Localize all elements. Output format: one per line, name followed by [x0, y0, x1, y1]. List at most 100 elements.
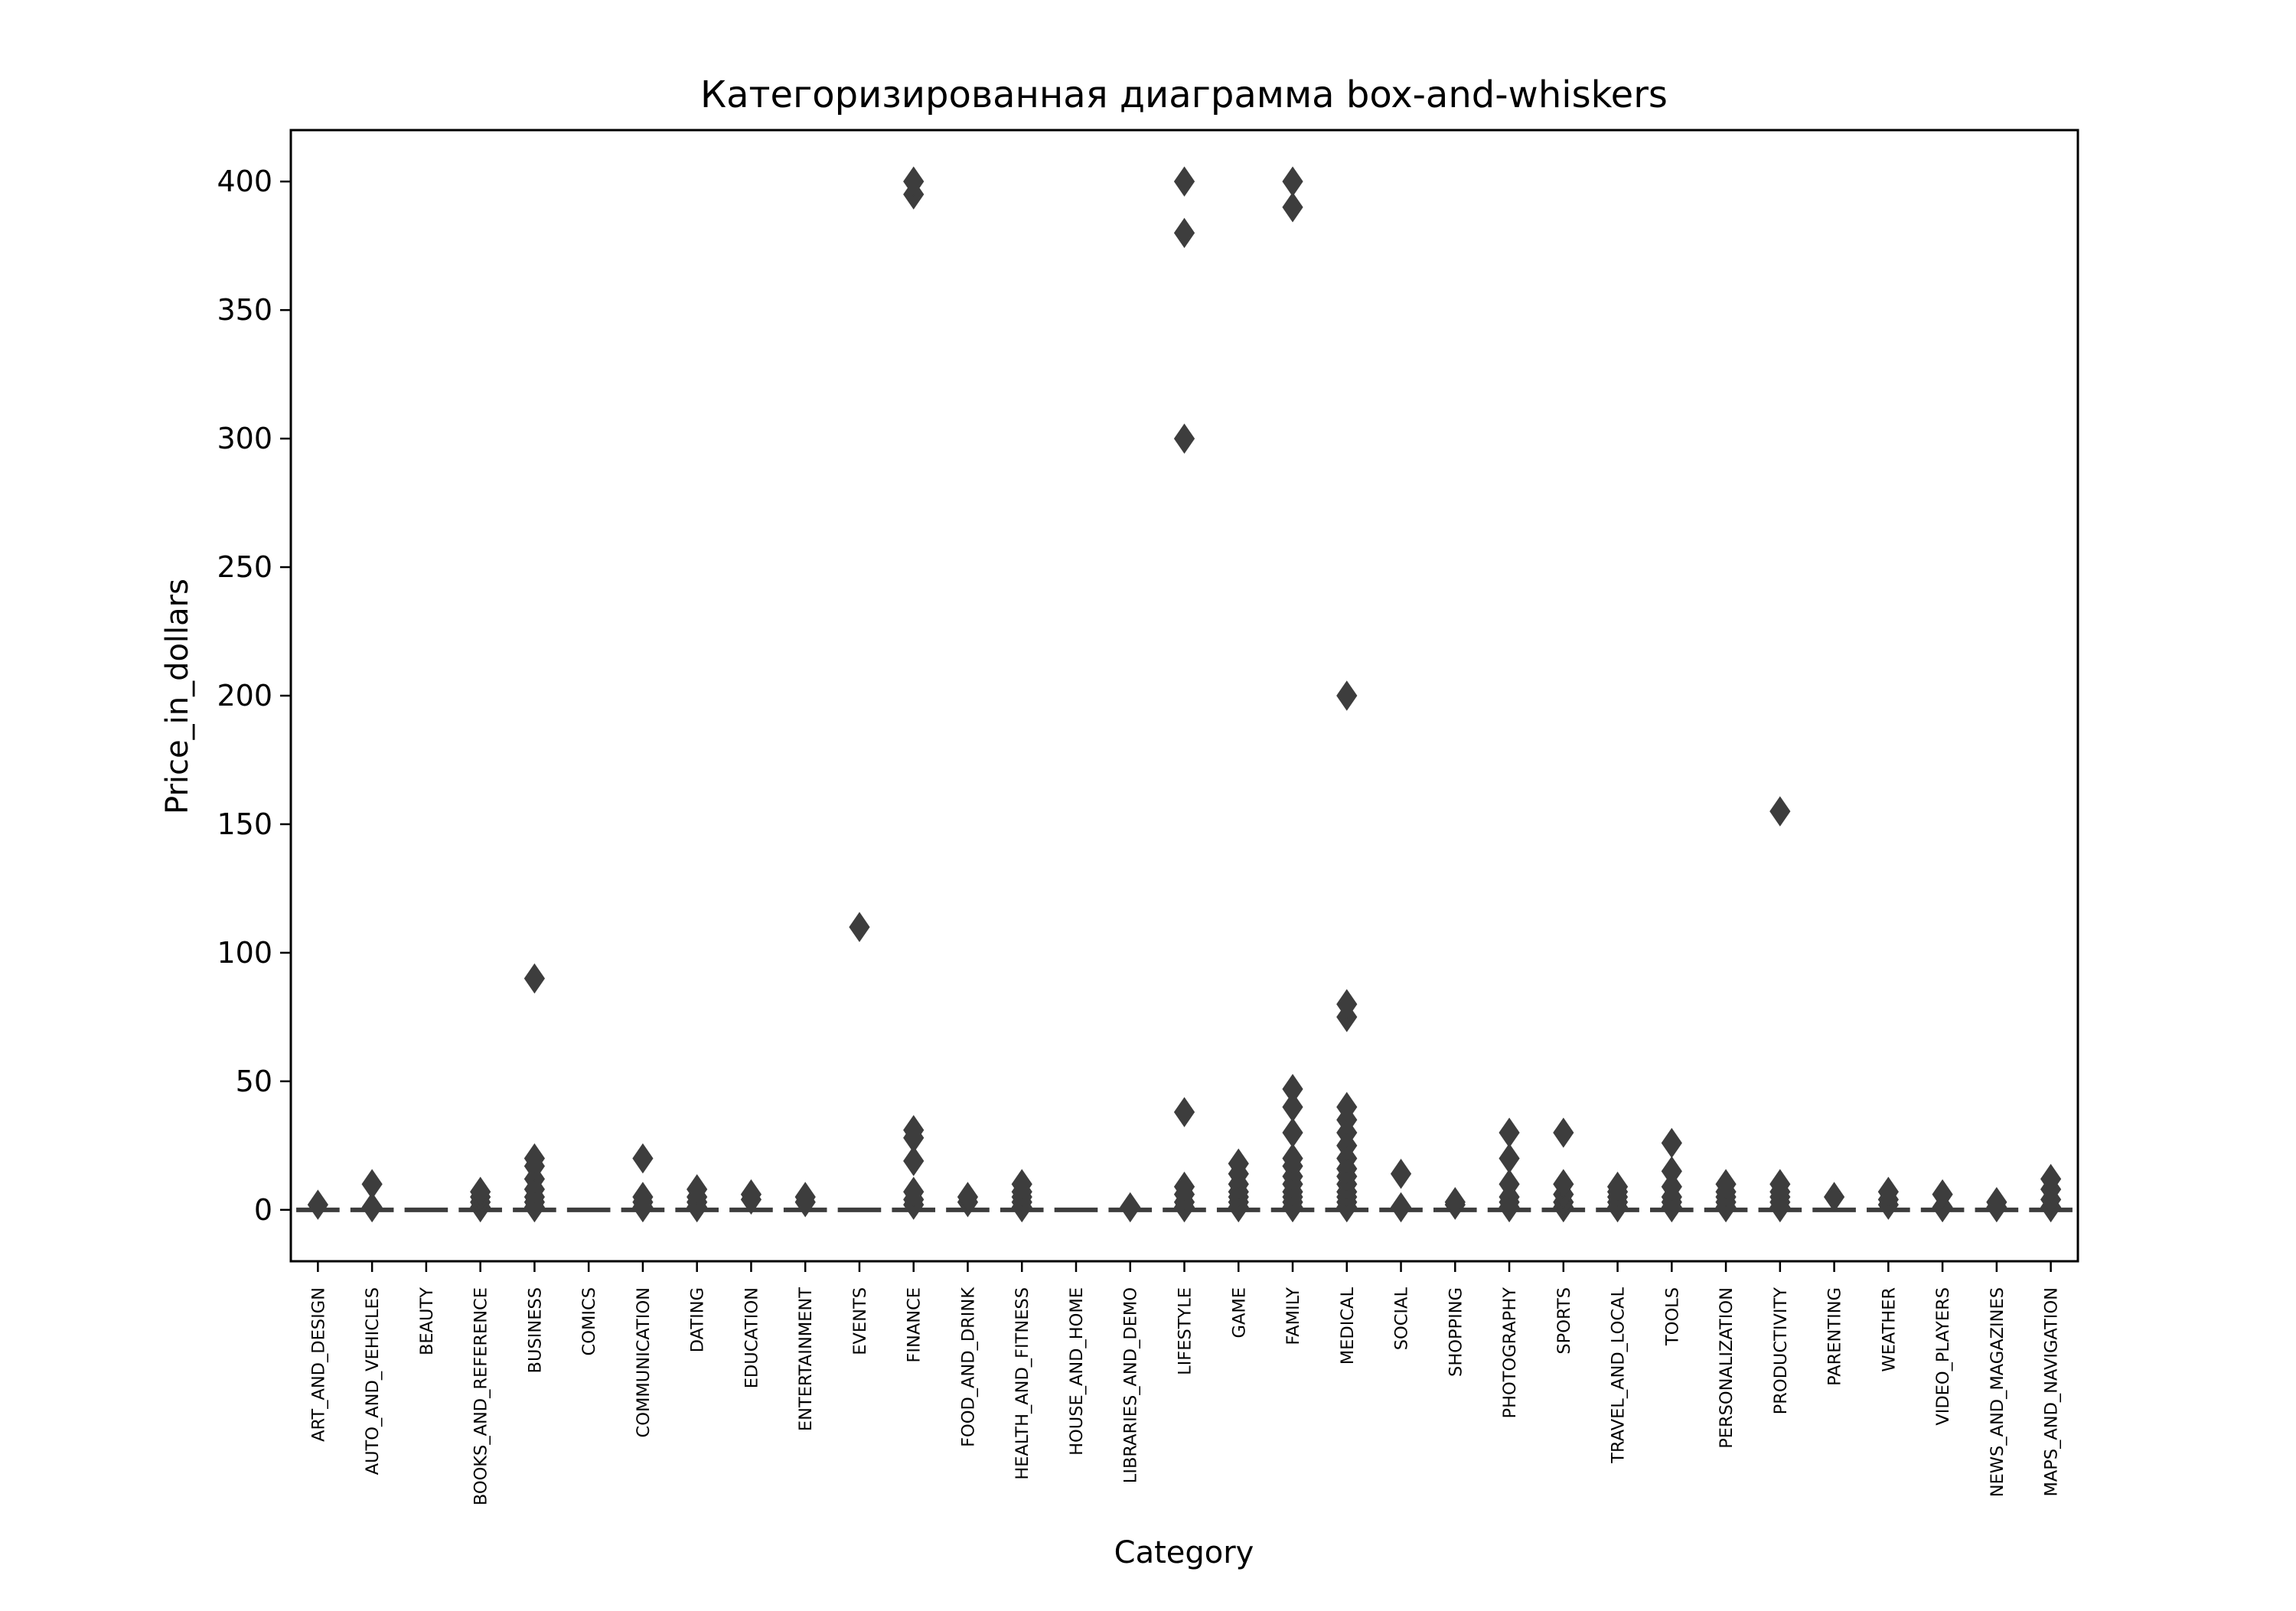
outlier-point [307, 1189, 328, 1220]
outlier-point [523, 1143, 546, 1174]
outlier-point [1390, 1159, 1412, 1189]
x-tick-label: FAMILY [1283, 1287, 1303, 1345]
y-tick-label: 350 [217, 293, 272, 327]
outlier-point [1282, 1074, 1303, 1104]
outlier-point [1282, 192, 1303, 223]
y-axis-label: Price_in_dollars [160, 579, 195, 814]
category-family [1270, 166, 1315, 1223]
y-tick-label: 100 [217, 936, 272, 970]
category-social [1379, 1159, 1423, 1223]
outlier-point [1228, 1148, 1249, 1179]
outlier-point [1661, 1171, 1682, 1202]
outlier-point [1823, 1182, 1845, 1212]
outlier-point [361, 1169, 383, 1199]
category-communication [621, 1143, 665, 1223]
x-tick-label: ENTERTAINMENT [796, 1287, 816, 1431]
category-libraries-and-demo [1108, 1192, 1153, 1223]
outlier-point [1173, 1097, 1195, 1127]
category-photography [1487, 1117, 1531, 1223]
y-axis: 0 50 100 150 200 250 300 350 400 [217, 165, 291, 1227]
category-art-and-design [296, 1189, 340, 1220]
category-travel-and-local [1596, 1171, 1639, 1223]
category-productivity [1758, 796, 1802, 1223]
category-lifestyle [1163, 166, 1206, 1223]
outlier-point [1282, 1143, 1303, 1174]
outlier-point [1282, 1117, 1303, 1148]
category-dating [675, 1174, 719, 1223]
category-shopping [1433, 1187, 1477, 1220]
outlier-point [1986, 1187, 2007, 1218]
outlier-point [1606, 1171, 1629, 1202]
y-tick-label: 0 [254, 1193, 272, 1227]
x-tick-label: PRODUCTIVITY [1771, 1287, 1791, 1415]
outlier-point [1444, 1187, 1466, 1218]
y-tick-label: 150 [217, 807, 272, 841]
outlier-point [523, 963, 546, 994]
category-maps-and-navigation [2029, 1163, 2073, 1223]
x-tick-label: SHOPPING [1446, 1287, 1466, 1377]
x-tick-label: EDUCATION [742, 1287, 762, 1388]
outlier-point [1932, 1179, 1953, 1210]
category-education [729, 1179, 773, 1215]
outlier-point [1661, 1156, 1682, 1187]
outlier-point [903, 166, 925, 197]
outlier-point [1173, 1171, 1195, 1202]
y-tick-label: 200 [217, 679, 272, 713]
category-business [513, 963, 556, 1223]
x-tick-label: VIDEO_PLAYERS [1933, 1287, 1953, 1426]
category-health-and-fitness [1000, 1169, 1044, 1223]
category-sports [1541, 1117, 1586, 1223]
x-tick-label: TOOLS [1662, 1287, 1682, 1346]
x-tick-label: SPORTS [1554, 1287, 1574, 1355]
outlier-point [740, 1179, 762, 1210]
outlier-point [1336, 1091, 1358, 1123]
y-tick-label: 400 [217, 165, 272, 198]
x-tick-label: LIBRARIES_AND_DEMO [1121, 1287, 1141, 1483]
category-tools [1650, 1127, 1694, 1223]
outlier-point [1282, 1091, 1303, 1123]
x-tick-label: AUTO_AND_VEHICLES [363, 1287, 383, 1475]
outlier-point [1173, 217, 1195, 249]
x-tick-label: BOOKS_AND_REFERENCE [471, 1287, 491, 1505]
category-game [1216, 1148, 1261, 1223]
x-tick-label: BEAUTY [417, 1287, 437, 1355]
outlier-point [1769, 1169, 1791, 1199]
plot-area [296, 166, 2073, 1223]
outlier-point [1499, 1117, 1520, 1148]
category-auto-and-vehicles [350, 1169, 394, 1223]
outlier-point [1499, 1143, 1520, 1174]
x-tick-label: PHOTOGRAPHY [1500, 1287, 1520, 1419]
outlier-point [1877, 1176, 1899, 1208]
outlier-point [470, 1176, 491, 1208]
outlier-point [2040, 1163, 2062, 1195]
x-tick-label: SOCIAL [1392, 1287, 1412, 1351]
category-food-and-drink [946, 1182, 990, 1218]
outlier-point [849, 911, 870, 943]
x-tick-label: ART_AND_DESIGN [308, 1287, 328, 1442]
x-tick-label: COMICS [579, 1287, 599, 1355]
x-tick-label: PERSONALIZATION [1717, 1287, 1737, 1449]
x-tick-label: NEWS_AND_MAGAZINES [1988, 1287, 2007, 1497]
x-tick-label: EVENTS [850, 1287, 870, 1355]
outlier-point [1173, 423, 1195, 454]
x-tick-label: FOOD_AND_DRINK [958, 1287, 978, 1447]
x-tick-label: LIFESTYLE [1176, 1287, 1195, 1375]
outlier-point [1661, 1127, 1682, 1159]
x-tick-label: DATING [688, 1287, 708, 1352]
outlier-point [687, 1174, 708, 1205]
category-video-players [1920, 1179, 1965, 1223]
outlier-point [361, 1192, 383, 1223]
x-axis-label: Category [1114, 1535, 1254, 1570]
category-weather [1867, 1176, 1910, 1220]
outlier-point [1553, 1117, 1574, 1148]
outlier-point [632, 1143, 654, 1174]
outlier-point [1120, 1192, 1141, 1223]
outlier-point [1282, 166, 1303, 197]
x-tick-label: TRAVEL_AND_LOCAL [1609, 1287, 1629, 1464]
x-tick-label: COMMUNICATION [634, 1287, 654, 1437]
plot-frame [289, 129, 2079, 1263]
outlier-point [1769, 796, 1791, 827]
x-tick-label: HOUSE_AND_HOME [1067, 1287, 1087, 1456]
